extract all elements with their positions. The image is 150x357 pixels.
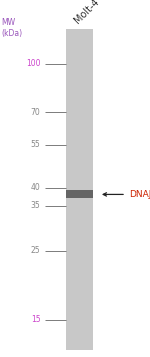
Bar <box>66 29 93 350</box>
Text: Molt-4: Molt-4 <box>72 0 101 25</box>
Text: 100: 100 <box>26 59 40 69</box>
Text: 70: 70 <box>31 107 40 116</box>
Text: 35: 35 <box>31 201 40 210</box>
Text: 55: 55 <box>31 140 40 149</box>
Text: DNAJB6: DNAJB6 <box>129 190 150 199</box>
Text: 40: 40 <box>31 183 40 192</box>
Text: 25: 25 <box>31 246 40 255</box>
Bar <box>66 191 93 198</box>
Text: 15: 15 <box>31 315 40 324</box>
Text: MW
(kDa): MW (kDa) <box>2 18 23 38</box>
